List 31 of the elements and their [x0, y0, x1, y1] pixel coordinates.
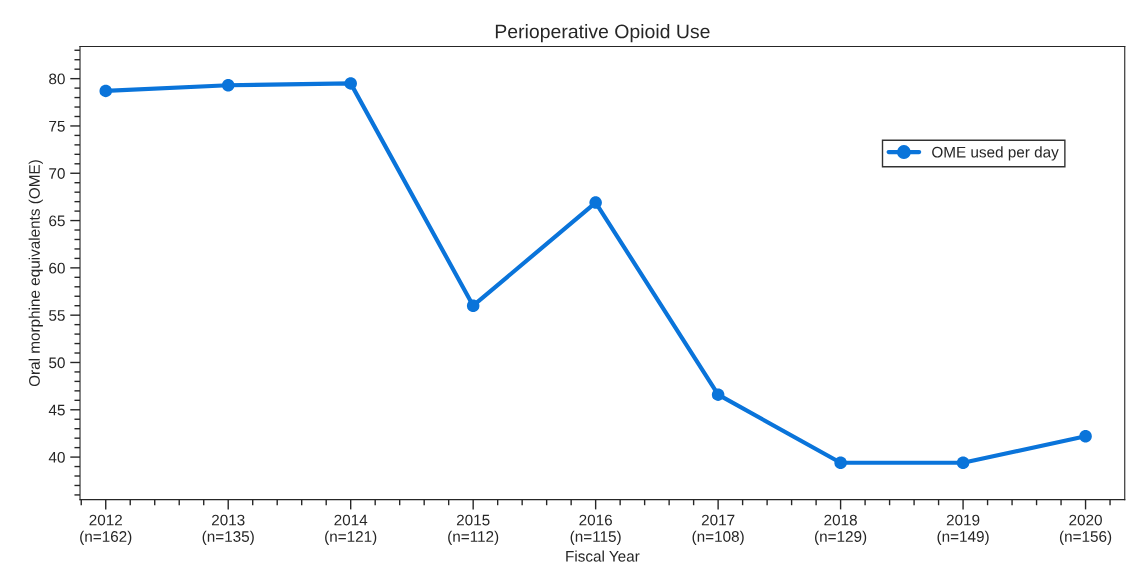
x-tick-label: 2018 (n=129) — [815, 514, 867, 545]
x-tick-label: 2014 (n=121) — [325, 514, 377, 545]
point — [711, 388, 725, 401]
point — [344, 77, 357, 90]
x-tick-label: 2016 (n=115) — [570, 514, 621, 545]
point — [1079, 430, 1092, 443]
y-axis-title: Oral morphine equivalents (OME) — [28, 160, 43, 387]
y-tick-label: 65 — [49, 215, 65, 227]
point — [589, 196, 602, 209]
chart-title: Perioperative Opioid Use — [495, 24, 710, 43]
point — [99, 84, 112, 98]
x-tick-label: 2015 (n=112) — [448, 514, 499, 545]
y-tick-label: 75 — [49, 120, 65, 132]
y-tick-label: 70 — [49, 168, 65, 179]
y-tick-label: 50 — [49, 357, 65, 369]
x-tick-label: 2013 (n=135) — [202, 514, 254, 545]
x-axis-title: Fiscal Year — [566, 550, 640, 562]
x-tick-label: 2017 (n=108) — [692, 514, 744, 545]
y-tick-label: 55 — [49, 310, 65, 321]
y-tick-label: 80 — [49, 73, 65, 85]
legend-label: OME used per day — [932, 146, 1059, 161]
y-tick-label: 60 — [49, 262, 65, 274]
x-tick-label: 2019 (n=149) — [937, 514, 989, 545]
point — [834, 456, 847, 470]
x-tick-label: 2012 (n=162) — [80, 514, 132, 545]
point — [956, 456, 970, 470]
y-tick-label: 40 — [48, 451, 65, 463]
point — [466, 299, 480, 312]
point — [221, 79, 235, 92]
x-tick-label: 2020 (n=156) — [1059, 514, 1112, 545]
y-tick-label: 45 — [48, 404, 65, 416]
